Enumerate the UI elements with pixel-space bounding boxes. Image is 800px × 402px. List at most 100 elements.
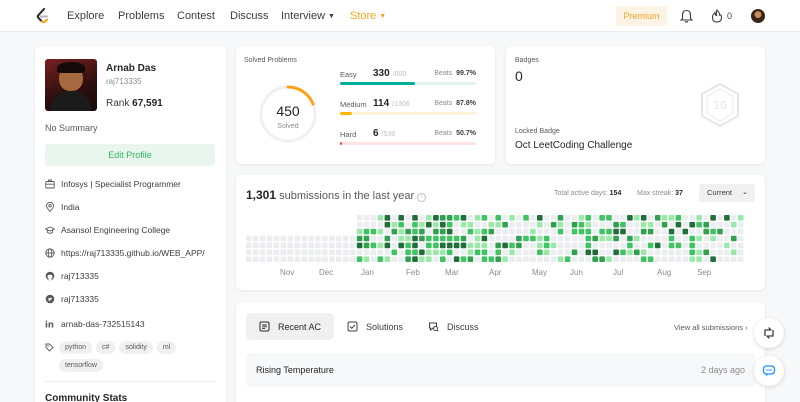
premium-button[interactable]: Premium [616,6,667,26]
nav-explore[interactable]: Explore [67,10,105,22]
heatmap-cell [440,256,446,262]
heatmap-cell [640,256,647,262]
heatmap-cell [675,242,682,249]
heatmap-cell [627,215,633,221]
tab-discuss[interactable]: Discuss [415,313,492,340]
profile-username: raj713335 [106,77,142,86]
heatmap-cell [349,256,356,262]
skill-tag[interactable]: python [59,341,93,354]
skill-tag[interactable]: tensorflow [59,359,103,372]
heatmap-cell [273,256,280,262]
nav-discuss[interactable]: Discuss [230,10,269,22]
heatmap-cell [252,249,259,256]
fire-icon[interactable] [711,9,723,23]
user-avatar-button[interactable] [751,9,765,23]
heatmap-cell [398,228,404,235]
heatmap-cell [530,221,536,228]
heatmap-cell [696,228,702,235]
heatmap-cell [460,249,467,256]
heatmap-cell [391,242,398,249]
heatmap-cell [537,256,543,262]
heatmap-cell [634,221,640,228]
heatmap-cell [717,256,723,262]
heatmap-cell [495,235,501,242]
heatmap-cell [322,256,328,262]
info-icon[interactable]: i [417,193,427,202]
difficulty-count-value: 330 [373,68,390,79]
rank-label: Rank [106,98,130,109]
heatmap-cell [675,221,682,228]
info-website-link[interactable]: https://raj713335.github.io/WEB_APP/ [61,248,205,258]
heatmap-cell [488,235,495,242]
heatmap-cell [440,242,446,249]
caret-down-icon: ▼ [379,13,387,20]
info-website[interactable]: https://raj713335.github.io/WEB_APP/ [45,247,205,259]
briefcase-icon [45,179,55,189]
nav-store[interactable]: Store ▼ [350,10,386,22]
heatmap-cell [356,215,363,221]
calendar-title: 1,301 submissions in the last year i [246,188,427,203]
feedback-button[interactable] [754,356,784,386]
heatmap-cell [640,215,647,221]
heatmap-cell [620,221,626,228]
heatmap-cell [647,235,654,242]
info-github-link[interactable]: raj713335 [61,271,99,281]
profile-rank: Rank 67,591 [106,98,163,109]
skill-tag[interactable]: c# [96,341,116,354]
bell-icon[interactable] [680,9,693,23]
heatmap-cell [446,215,453,221]
nav-interview[interactable]: Interview ▼ [281,10,335,22]
translate-button[interactable] [754,318,784,348]
heatmap-cell [523,215,529,221]
heatmap-cell [419,242,425,249]
heatmap-cell [467,228,474,235]
nav-problems[interactable]: Problems [118,10,165,22]
heatmap-cell [343,235,349,242]
heatmap-cell [495,249,501,256]
heatmap-cell [453,221,460,228]
heatmap-cell [543,228,550,235]
month-label: Jul [613,268,624,277]
tab-solutions[interactable]: Solutions [334,313,416,340]
heatmap-cell [363,215,370,221]
heatmap-cell [488,215,495,221]
info-twitter[interactable]: raj713335 [45,293,99,305]
heatmap-cell [696,249,702,256]
heatmap-cell [412,221,418,228]
submission-title[interactable]: Rising Temperature [256,365,334,375]
info-github[interactable]: raj713335 [45,270,99,282]
heatmap-cell [516,256,522,262]
heatmap-cell [419,221,425,228]
heatmap-cell [606,256,612,262]
locked-badge-icon[interactable]: 10 [699,82,741,128]
heatmap-cell [543,256,550,262]
heatmap-cell [564,249,571,256]
tab-recent-ac[interactable]: Recent AC [246,313,335,340]
heatmap-cell [689,221,695,228]
info-twitter-link[interactable]: raj713335 [61,294,99,304]
submission-row[interactable]: Rising Temperature 2 days ago [246,353,755,387]
edit-profile-button[interactable]: Edit Profile [45,144,215,166]
view-all-submissions-link[interactable]: View all submissions › [674,323,748,332]
calendar-year-select[interactable]: Current ⌄ [699,184,755,202]
heatmap-cell [724,242,730,249]
skill-tag[interactable]: ml [156,341,177,354]
info-linkedin-link[interactable]: arnab-das-732515143 [61,319,145,329]
heatmap-cell [384,235,391,242]
heatmap-cell [530,242,536,249]
difficulty-bar-fill [340,112,352,115]
info-linkedin[interactable]: in arnab-das-732515143 [45,318,145,330]
heatmap-cell [433,228,439,235]
heatmap-cell [668,228,675,235]
nav-contest[interactable]: Contest [177,10,215,22]
skill-tag[interactable]: solidity [119,341,153,354]
difficulty-count-value: 6 [373,128,379,139]
heatmap-cell [564,256,571,262]
skills-list: python c# solidity ml tensorflow [45,341,220,377]
heatmap-cell [627,221,633,228]
leetcode-logo-icon[interactable] [36,8,50,24]
beats-label: Beats [434,100,453,107]
heatmap-cell [398,256,404,262]
heatmap-cell [259,249,266,256]
max-streak: Max streak: 37 [637,190,683,197]
